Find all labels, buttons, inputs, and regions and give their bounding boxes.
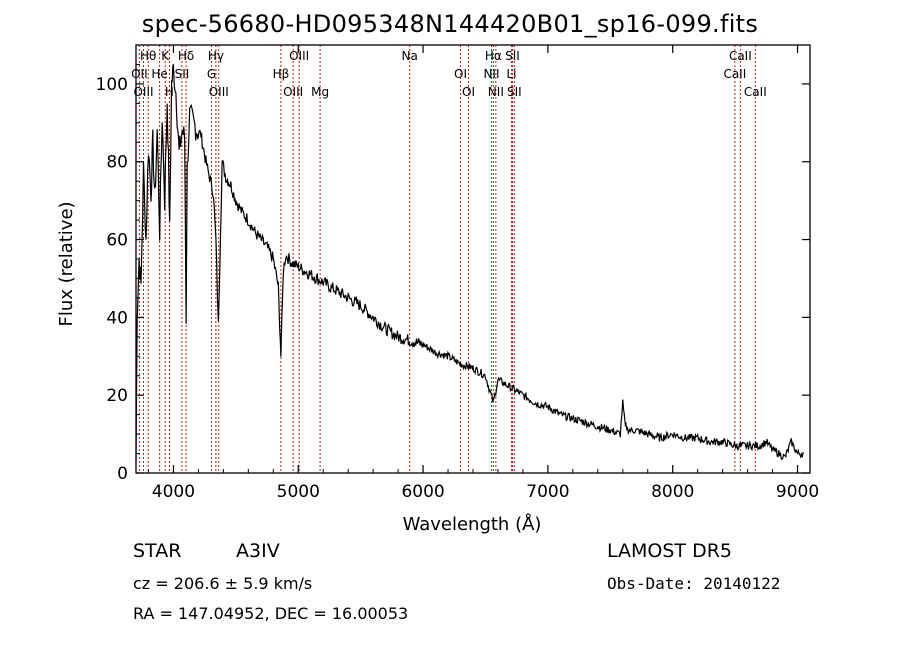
line-marker-label: Hα xyxy=(485,49,502,63)
ra-dec-coordinates: RA = 147.04952, DEC = 16.00053 xyxy=(133,604,409,623)
y-axis-label: Flux (relative) xyxy=(56,201,77,326)
line-marker-label: CaII xyxy=(729,49,752,63)
line-marker-label: NII xyxy=(483,67,499,81)
line-marker-label: OII xyxy=(131,67,148,81)
x-tick-label: 6000 xyxy=(401,482,444,502)
redshift-cz: cz = 206.6 ± 5.9 km/s xyxy=(133,574,313,593)
line-marker-label: H xyxy=(165,85,174,99)
x-tick-label: 9000 xyxy=(776,482,819,502)
y-axis-ticks: 0 20 40 60 80 100 xyxy=(96,63,810,484)
line-marker-label: OIII xyxy=(133,85,153,99)
observation-date: Obs-Date: 20140122 xyxy=(607,574,781,593)
plot-frame xyxy=(135,44,811,474)
line-marker-label: Hβ xyxy=(273,67,290,81)
line-marker-label: G xyxy=(207,67,216,81)
line-marker-label: OIII xyxy=(289,49,309,63)
y-tick-label: 20 xyxy=(106,386,128,406)
line-marker-label: CaII xyxy=(744,85,767,99)
line-marker-label: Na xyxy=(402,49,418,63)
y-tick-label: 100 xyxy=(96,75,128,95)
line-marker-label: CaII xyxy=(723,67,746,81)
x-axis-label: Wavelength (Å) xyxy=(403,513,542,535)
line-marker-label: NII xyxy=(488,85,504,99)
y-tick-label: 60 xyxy=(106,231,128,251)
line-marker-label: OIII xyxy=(209,85,229,99)
line-marker-label: SII xyxy=(175,67,190,81)
y-tick-label: 0 xyxy=(117,464,128,484)
object-class: STAR xyxy=(133,540,182,562)
line-marker-label: Hγ xyxy=(208,49,224,63)
x-tick-label: 7000 xyxy=(526,482,569,502)
x-tick-label: 5000 xyxy=(277,482,320,502)
line-marker-label: SII xyxy=(505,49,520,63)
line-marker-label: OI xyxy=(462,85,475,99)
y-tick-label: 40 xyxy=(106,308,128,328)
line-markers xyxy=(138,45,756,473)
line-marker-label: Li xyxy=(506,67,516,81)
y-tick-label: 80 xyxy=(106,153,128,173)
line-marker-label: OI xyxy=(454,67,467,81)
survey-name: LAMOST DR5 xyxy=(607,540,732,562)
line-marker-label: Mg xyxy=(311,85,329,99)
line-marker-label: He xyxy=(151,67,167,81)
line-marker-labels: Hθ OII OIII K He H Hδ SII OIII Hγ G OIII OIII Hβ Mg Na O… xyxy=(131,49,767,99)
chart-title: spec-56680-HD095348N144420B01_sp16-099.f… xyxy=(141,10,759,38)
x-tick-label: 8000 xyxy=(651,482,694,502)
spectral-subclass: A3IV xyxy=(236,540,280,562)
line-marker-label: OIII xyxy=(283,85,303,99)
x-tick-label: 4000 xyxy=(152,482,195,502)
x-axis-ticks: 4000 5000 6000 7000 8000 9000 xyxy=(147,45,819,502)
spectrum-series-line xyxy=(135,64,805,462)
line-marker-label: K xyxy=(161,49,170,63)
line-marker-label: Hθ xyxy=(140,49,156,63)
line-marker-label: Hδ xyxy=(178,49,194,63)
line-marker-label: SII xyxy=(507,85,522,99)
